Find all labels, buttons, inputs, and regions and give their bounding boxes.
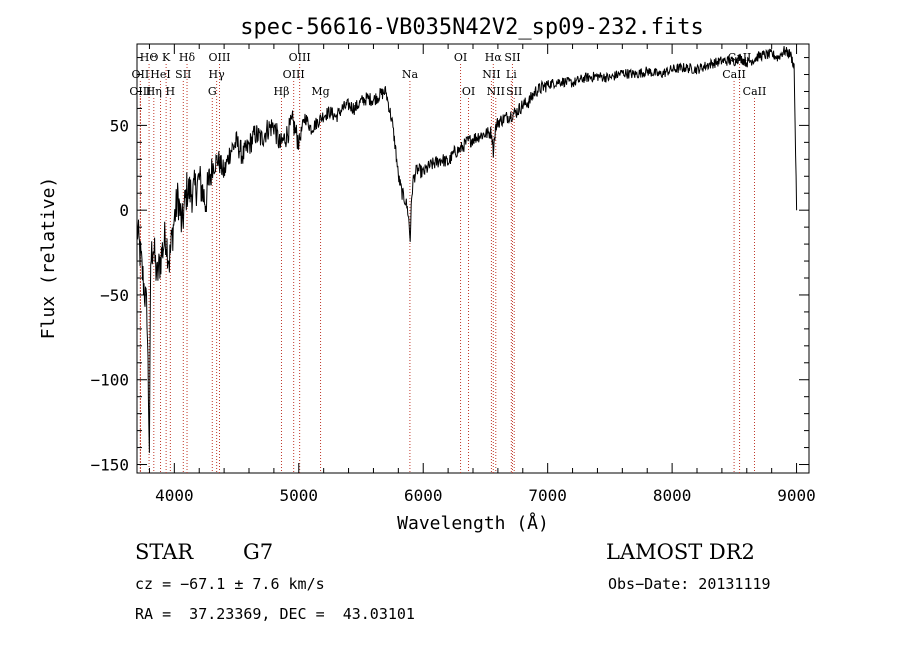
line-label-2-2: SII (175, 68, 191, 81)
x-axis-label: Wavelength (Å) (397, 512, 549, 534)
line-label-1-0: HΘ (140, 51, 159, 64)
line-label-3-5: Mg (311, 85, 329, 98)
axis-ticks: 4000 5000 6000 7000 8000 9000 −150 −100 −50 0 50 (90, 44, 816, 505)
object-subclass: G7 (243, 540, 274, 564)
line-label-1-1: K (162, 51, 171, 64)
plot-frame (136, 43, 810, 474)
line-label-3-2: H (166, 85, 176, 98)
spectrum-flux-line (136, 46, 798, 453)
line-label-2-7: Li (506, 68, 517, 81)
y-tick-label-3: 0 (119, 201, 129, 220)
x-tick-label-5: 9000 (777, 486, 816, 505)
x-tick-label-4: 8000 (653, 486, 692, 505)
line-label-3-1: Hη (146, 85, 162, 98)
obs-date: Obs−Date: 20131119 (608, 575, 771, 593)
line-label-2-5: Na (402, 68, 419, 81)
chart-title: spec-56616-VB035N42V2_sp09-232.fits (240, 15, 704, 40)
line-label-1-7: SII (504, 51, 520, 64)
y-tick-label-0: −150 (90, 456, 129, 475)
line-label-3-6: OI (462, 85, 475, 98)
x-tick-label-3: 7000 (528, 486, 567, 505)
y-tick-label-2: −50 (100, 286, 129, 305)
line-label-3-3: G (208, 85, 217, 98)
object-class: STAR (135, 540, 194, 564)
x-tick-label-1: 5000 (280, 486, 319, 505)
line-label-2-4: OIII (283, 68, 305, 81)
line-label-1-6: Hα (485, 51, 503, 64)
line-label-2-3: Hγ (209, 68, 226, 81)
y-axis-label: Flux (relative) (38, 177, 59, 340)
line-label-3-7: NII (487, 85, 505, 98)
x-tick-label-2: 6000 (404, 486, 443, 505)
line-label-1-4: OIII (289, 51, 311, 64)
ra-dec: RA = 37.23369, DEC = 43.03101 (135, 605, 415, 623)
y-tick-label-4: 50 (110, 116, 129, 135)
survey-name: LAMOST DR2 (606, 540, 755, 564)
line-label-2-6: NII (482, 68, 500, 81)
line-label-2-1: HeI (150, 68, 170, 81)
line-label-3-4: Hβ (274, 85, 290, 98)
y-tick-label-1: −100 (90, 371, 129, 390)
redshift-cz: cz = −67.1 ± 7.6 km/s (135, 575, 325, 593)
line-label-1-5: OI (454, 51, 467, 64)
line-label-3-8: SII (506, 85, 522, 98)
line-label-1-2: Hδ (179, 51, 196, 64)
spectral-line-markers (139, 64, 755, 473)
line-label-1-3: OIII (208, 51, 230, 64)
line-label-3-9: CaII (743, 85, 767, 98)
line-label-2-8: CaII (722, 68, 746, 81)
x-tick-label-0: 4000 (155, 486, 194, 505)
